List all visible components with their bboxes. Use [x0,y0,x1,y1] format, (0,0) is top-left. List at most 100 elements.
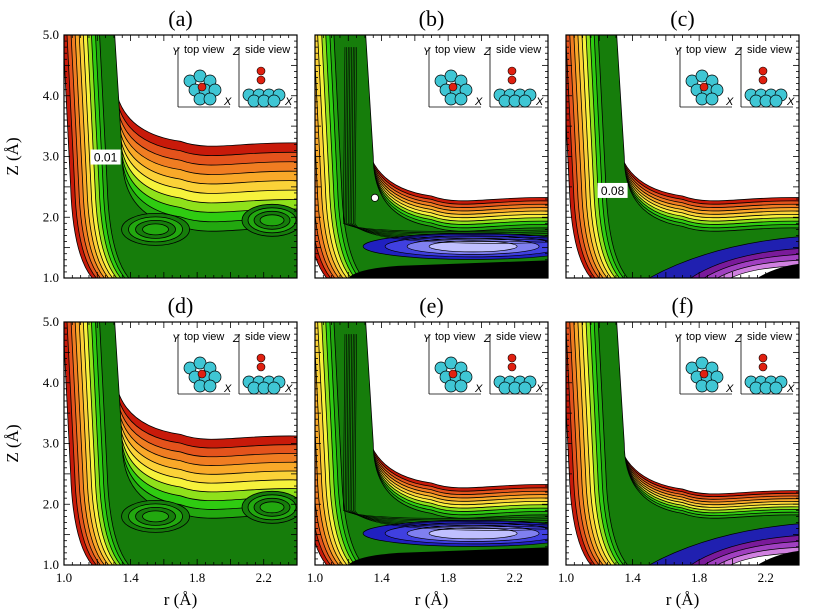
transition-state-marker [370,193,379,202]
inset-axis-label: X [725,383,734,395]
inset-title: top view [686,44,726,56]
contour-area [566,322,799,565]
y-tick-label: 4.0 [43,375,59,390]
y-tick-label: 1.0 [43,270,59,285]
contour-line [344,47,548,234]
panel-c: (c) 0.08 Y top view X Z side view X [565,6,800,279]
contour-line [344,334,548,521]
y-tick-label: 3.0 [43,436,59,451]
panel-d: 1.0 2.0 3.0 4.0 5.0 Z (Å) 1.0 1.4 1.8 2.2 r (Å) (d)… [3,293,298,609]
contour-line [351,334,548,528]
inset-axis-label: Z [483,46,492,58]
inset-title: side view [496,44,541,56]
inset-title: top view [435,331,475,343]
contour-band [597,35,799,278]
surface-atom [695,69,709,83]
surface-atom [203,379,217,393]
annotation-box [90,149,121,165]
y-tick-label: 5.0 [43,27,59,42]
x-tick-label: 1.8 [691,570,707,585]
surface-atom [193,356,207,370]
surface-atom [518,381,532,395]
y-tick-label: 1.0 [43,557,59,572]
well-contour [142,510,169,523]
contour-line [354,47,548,244]
contour-line [349,47,548,239]
inset-title: side view [747,331,792,343]
panel-label: (f) [672,293,694,318]
annotation-box [597,182,628,198]
x-tick-label: 2.2 [256,570,272,585]
panel-label: (c) [670,6,694,31]
inset-axis-label: Z [232,46,241,58]
adsorbate-atom [699,369,709,379]
contour-line [351,47,548,241]
adsorbate-atom [507,66,517,76]
adsorbate-atom [699,82,709,92]
inset-title: side view [747,44,792,56]
adsorbate-atom [256,362,266,372]
x-tick-label: 1.0 [558,570,574,585]
y-axis-label: Z (Å) [3,137,22,175]
well-contour [259,501,285,514]
inset-title: top view [184,331,224,343]
inset-axis-label: X [535,96,544,108]
panel-label: (e) [419,293,443,318]
well-contour [142,223,169,236]
surface-atom [518,94,532,108]
surface-atom [769,94,783,108]
inset-title: top view [184,44,224,56]
contour-band [597,322,799,565]
contour-area [315,35,548,278]
inset-axis-label: X [786,96,795,108]
adsorbate-atom [758,362,768,372]
contour-area [566,35,799,278]
inset-axis-label: X [223,383,232,395]
x-tick-label: 1.4 [624,570,641,585]
inset-title: side view [245,331,290,343]
inset-axis-label: X [474,383,483,395]
surface-atom [769,381,783,395]
adsorbate-atom [197,82,207,92]
x-tick-label: 1.8 [189,570,205,585]
x-axis-label: r (Å) [164,590,198,609]
inset-axis-label: X [474,96,483,108]
contour-band [333,322,548,565]
inset-axis-label: Z [483,333,492,345]
well-contour [348,547,548,565]
surface-atom [705,92,719,106]
contour-line [346,47,548,236]
inset-axis-label: X [284,383,293,395]
adsorbate-atom [448,82,458,92]
contour-line [347,47,548,237]
panel-label: (a) [168,6,192,31]
y-tick-label: 4.0 [43,88,59,103]
contour-line [342,334,548,519]
x-tick-label: 1.8 [440,570,456,585]
x-tick-label: 2.2 [758,570,774,585]
adsorbate-atom [507,75,517,85]
adsorbate-atom [256,75,266,85]
inset-axis-label: X [535,383,544,395]
contour-line [352,47,548,242]
contour-line [354,334,548,531]
contour-area [315,322,548,565]
surface-atom [193,69,207,83]
annotation-label: 0.08 [601,184,625,198]
surface-atom [454,92,468,106]
surface-atom [705,379,719,393]
surface-atom [695,356,709,370]
x-tick-label: 1.0 [307,570,323,585]
well-contour [259,214,285,227]
y-axis-label: Z (Å) [3,424,22,462]
inset-axis-label: Y [423,333,431,345]
